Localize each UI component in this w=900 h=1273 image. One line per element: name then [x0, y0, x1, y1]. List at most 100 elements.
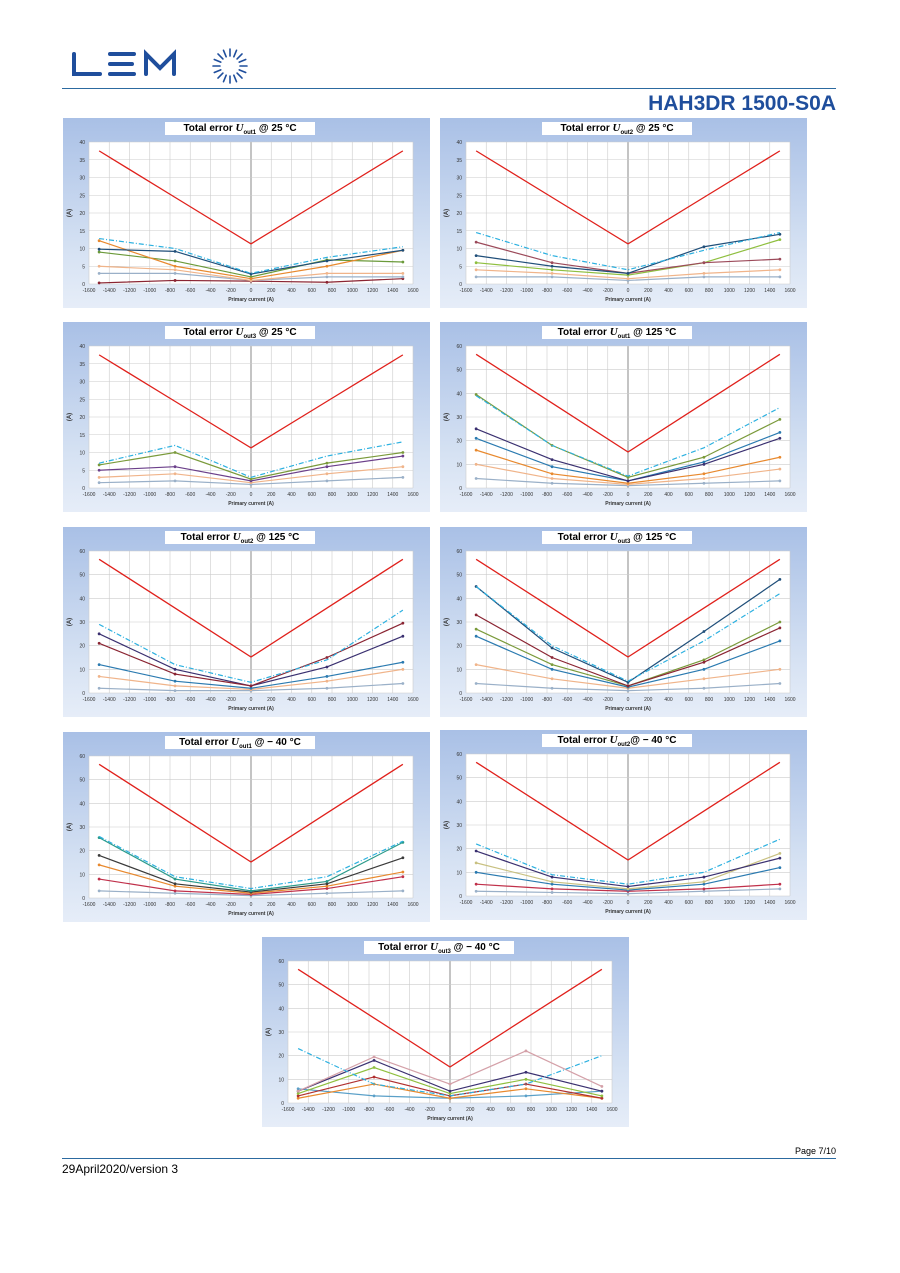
limit-line — [475, 150, 781, 245]
x-tick-label: -1400 — [480, 492, 493, 498]
data-point — [702, 887, 706, 891]
y-axis-label: (A) — [67, 618, 73, 626]
data-point — [173, 472, 177, 476]
data-point — [97, 475, 101, 479]
data-point — [448, 1096, 452, 1100]
data-point — [702, 271, 706, 275]
max-envelope-line — [99, 237, 403, 274]
chart-total-error-2: -1600 -1400 -1200 -1000 -800 -600 -400 -200 0 200… — [440, 118, 807, 308]
chart-title: Total error Uout1 @ 125 °C — [542, 326, 692, 340]
y-tick-label: 40 — [278, 1006, 284, 1012]
data-point — [626, 479, 630, 483]
x-tick-label: 800 — [328, 697, 337, 703]
limit-line — [98, 558, 404, 658]
title-variable: U — [232, 531, 241, 543]
data-point — [325, 665, 329, 669]
x-tick-label: -1600 — [83, 288, 96, 294]
data-point — [97, 854, 101, 857]
data-point — [626, 680, 630, 684]
x-tick-label: -600 — [562, 697, 572, 703]
title-variable: U — [235, 122, 244, 134]
x-tick-label: 800 — [705, 492, 714, 498]
y-tick-label: 40 — [79, 344, 85, 350]
data-point — [448, 1092, 452, 1095]
x-tick-label: -200 — [425, 1107, 435, 1113]
data-point — [474, 682, 478, 685]
chart-total-error-6: -1600 -1400 -1200 -1000 -800 -600 -400 -200 0 200… — [440, 527, 807, 717]
x-tick-label: 1000 — [347, 492, 358, 498]
data-point — [474, 627, 478, 631]
x-tick-label: -400 — [582, 697, 592, 703]
x-axis-label: Primary current (A) — [605, 909, 651, 915]
x-tick-label: -400 — [582, 492, 592, 498]
data-point — [702, 660, 706, 664]
y-tick-label: 50 — [278, 983, 284, 989]
logo-ray — [233, 49, 238, 58]
x-tick-label: 1200 — [744, 288, 755, 294]
y-tick-label: 10 — [456, 247, 462, 253]
footer-divider — [62, 1158, 836, 1159]
x-axis-label: Primary current (A) — [228, 501, 274, 507]
x-tick-label: 200 — [267, 697, 276, 703]
data-point — [325, 882, 329, 886]
x-tick-label: 200 — [466, 1107, 475, 1113]
data-point — [401, 454, 405, 458]
data-point — [97, 247, 101, 251]
data-point — [249, 889, 253, 893]
data-point — [550, 663, 554, 666]
y-tick-label: 15 — [79, 229, 85, 235]
data-point — [626, 689, 630, 693]
x-tick-label: -1400 — [103, 902, 116, 908]
data-point — [550, 875, 554, 879]
x-tick-label: 800 — [328, 492, 337, 498]
product-title: HAH3DR 1500-S0A — [648, 92, 836, 115]
x-tick-label: 600 — [507, 1107, 516, 1113]
y-tick-label: 0 — [459, 282, 462, 288]
data-point — [173, 451, 177, 454]
chart-title: Total error Uout1 @ 25 °C — [165, 122, 315, 136]
data-point — [778, 275, 782, 279]
data-point — [401, 856, 405, 860]
data-point — [325, 461, 329, 465]
data-point — [474, 427, 478, 431]
data-point — [173, 684, 177, 688]
x-tick-label: 400 — [287, 697, 296, 703]
x-tick-label: 200 — [644, 900, 653, 906]
x-tick-label: 1600 — [784, 900, 795, 906]
data-point — [550, 667, 554, 671]
data-point — [778, 455, 782, 459]
data-point — [372, 1094, 376, 1098]
x-tick-label: -1400 — [103, 288, 116, 294]
data-point — [173, 889, 177, 893]
y-tick-label: 20 — [456, 439, 462, 445]
data-point — [401, 667, 405, 671]
title-text: Total error — [179, 737, 232, 748]
title-condition: @ 125 °C — [630, 327, 677, 338]
logo-ray — [213, 69, 222, 74]
data-point — [702, 667, 706, 671]
x-tick-label: -1400 — [302, 1107, 315, 1113]
title-subscript: out1 — [243, 130, 257, 136]
data-point — [702, 875, 706, 879]
y-tick-label: 15 — [79, 433, 85, 439]
data-point — [325, 472, 329, 476]
data-point — [626, 277, 630, 281]
x-tick-label: 1000 — [724, 288, 735, 294]
x-tick-label: -1000 — [520, 288, 533, 294]
chart-total-error-3: -1600 -1400 -1200 -1000 -800 -600 -400 -200 0 200… — [63, 322, 430, 512]
y-tick-label: 20 — [456, 211, 462, 217]
data-point — [626, 892, 630, 896]
logo-ray — [217, 72, 224, 79]
x-tick-label: -400 — [404, 1107, 414, 1113]
y-tick-label: 30 — [79, 620, 85, 626]
x-tick-label: 400 — [287, 492, 296, 498]
data-point — [325, 280, 329, 284]
x-tick-label: 1600 — [784, 492, 795, 498]
x-tick-label: -200 — [603, 288, 613, 294]
data-point — [778, 436, 782, 440]
data-point — [97, 250, 101, 254]
data-point — [702, 472, 706, 476]
data-point — [296, 1096, 300, 1100]
data-point — [778, 626, 782, 630]
